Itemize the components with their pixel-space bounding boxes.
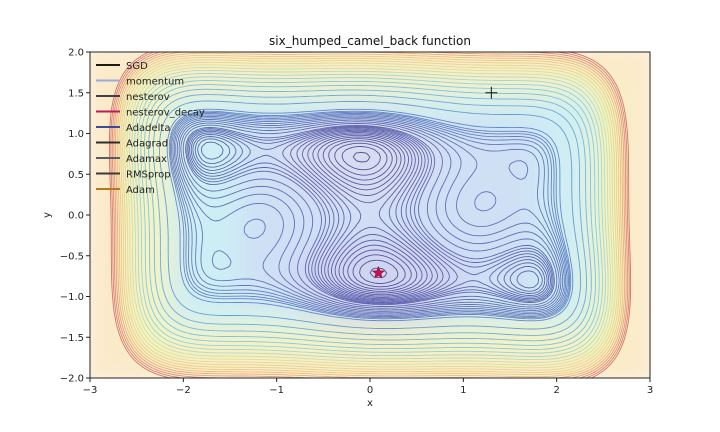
contour-level: [140, 80, 600, 350]
contour-level: [328, 140, 412, 290]
contour-level: [352, 151, 388, 279]
contour-level: [190, 128, 550, 302]
end-marker: [371, 266, 385, 279]
x-axis: −3 −2 −1 0 1 2 3: [83, 378, 653, 396]
contour-level: [171, 112, 569, 318]
plot-area: [90, 52, 650, 378]
contour-level: [110, 52, 630, 378]
contour-level: [178, 119, 562, 311]
legend-entry: Adagrad: [126, 139, 168, 150]
contour-level: [122, 59, 618, 371]
legend-entry: RMSprop: [126, 170, 171, 181]
contour-level: [185, 124, 555, 306]
contour-level: [200, 133, 540, 297]
contour-level: [334, 142, 406, 288]
contour-level: [131, 69, 609, 361]
legend-entry: nesterov: [126, 92, 170, 103]
contour-level: [111, 52, 629, 378]
contour-level: [197, 132, 543, 298]
x-axis-label: x: [367, 398, 373, 409]
x-tick-label: 1: [460, 385, 466, 396]
contour-level: [173, 115, 567, 315]
legend-entry: nesterov_decay: [126, 108, 205, 119]
chart-title: six_humped_camel_back function: [269, 34, 471, 48]
x-tick-label: −3: [83, 385, 98, 396]
contour-lines: [108, 52, 632, 378]
contour-level: [137, 76, 603, 354]
markers: [371, 86, 498, 279]
contour-level: [128, 67, 612, 363]
x-tick-label: 2: [553, 385, 559, 396]
contour-level: [169, 111, 571, 319]
contour-level: [175, 116, 565, 314]
contour-level: [144, 84, 596, 346]
x-tick-label: 3: [647, 385, 653, 396]
contour-level: [192, 129, 548, 301]
contour-level: [168, 110, 572, 320]
contour-level: [158, 100, 582, 330]
legend-entry: momentum: [126, 77, 184, 88]
legend-entry: SGD: [126, 61, 148, 72]
contour-level: [312, 134, 428, 296]
contour-level: [134, 73, 606, 357]
contour-level: [120, 57, 620, 373]
contour-level: [187, 126, 553, 304]
legend-entry: Adam: [126, 185, 155, 196]
legend-entry: Adamax: [126, 154, 167, 165]
contour-level: [194, 130, 546, 300]
contour-level: [166, 108, 574, 322]
contour-level: [118, 54, 622, 376]
contour-level: [317, 136, 423, 294]
legend-entry: Adadelta: [126, 123, 170, 134]
contour-level: [186, 125, 554, 305]
contour-level: [341, 146, 399, 284]
y-tick-label: −1.0: [60, 292, 84, 303]
contour-level: [182, 123, 558, 307]
contour-level: [189, 127, 551, 303]
contour-level: [172, 114, 568, 316]
contour-level: [126, 64, 614, 366]
y-axis: −2.0 −1.5 −1.0 −0.5 0.0 0.5 1.0 1.5 2.0: [60, 48, 90, 385]
contour-level: [153, 94, 587, 336]
x-tick-label: 0: [367, 385, 373, 396]
x-tick-label: −2: [176, 385, 191, 396]
contour-level: [108, 52, 632, 378]
y-tick-label: −2.0: [60, 374, 84, 385]
y-tick-label: −1.5: [60, 333, 84, 344]
contour-level: [176, 118, 564, 312]
y-tick-label: 2.0: [68, 48, 84, 59]
y-tick-label: −0.5: [60, 251, 84, 262]
y-tick-label: 1.5: [68, 88, 84, 99]
contour-level: [124, 61, 616, 369]
contour-level: [322, 138, 418, 292]
contour-level: [180, 121, 560, 309]
y-tick-label: 0.5: [68, 170, 84, 181]
legend: SGD momentum nesterov nesterov_decay Adadelt…: [96, 61, 205, 196]
y-tick-label: 1.0: [68, 129, 84, 140]
contour-level: [148, 88, 592, 342]
x-tick-label: −1: [269, 385, 284, 396]
y-tick-label: 0.0: [68, 211, 84, 222]
y-axis-label: y: [42, 212, 53, 218]
